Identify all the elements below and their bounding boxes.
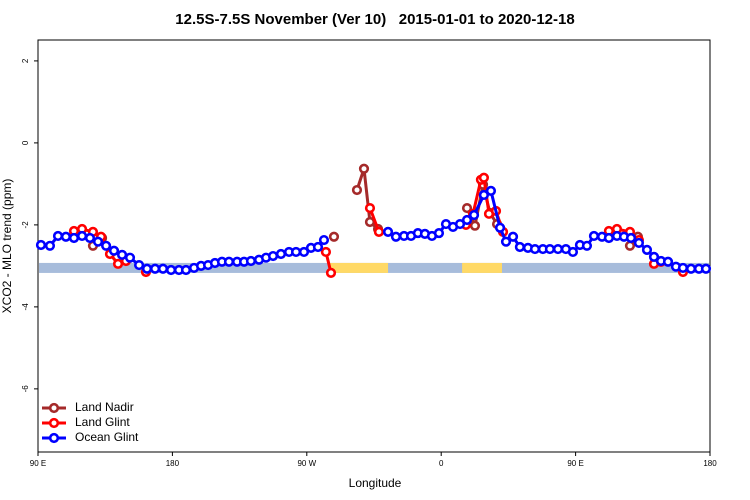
data-point (494, 222, 506, 233)
data-point (100, 240, 112, 251)
x-tick-label: 90 E (567, 459, 583, 468)
data-point (320, 246, 332, 258)
data-point (180, 264, 192, 276)
data-point (461, 202, 473, 214)
data-point (552, 243, 564, 255)
y-tick-label: 0 (21, 140, 30, 145)
data-point (245, 255, 257, 267)
y-tick-label: -6 (21, 385, 30, 393)
data-point (275, 248, 287, 260)
data-point (382, 226, 394, 237)
data-point (500, 236, 512, 247)
data-point (84, 232, 96, 244)
data-point (507, 231, 519, 242)
data-point (312, 241, 324, 253)
data-point (364, 202, 376, 214)
data-point (433, 227, 445, 239)
data-point (318, 234, 330, 246)
data-point (625, 232, 637, 244)
y-tick-label: 2 (21, 58, 30, 63)
plot-frame (37, 39, 711, 453)
data-point (454, 218, 466, 230)
data-point (116, 249, 128, 260)
data-point (44, 240, 56, 251)
legend-label: Ocean Glint (75, 430, 139, 444)
legend-marker (48, 402, 60, 414)
data-point (223, 256, 235, 267)
data-point (364, 216, 376, 228)
data-point (514, 241, 525, 253)
data-point (648, 251, 660, 262)
data-point (633, 237, 645, 249)
data-point (157, 263, 169, 274)
data-point (351, 184, 363, 196)
y-axis-label: XCO2 - MLO trend (ppm) (0, 179, 14, 314)
data-point (641, 244, 653, 255)
data-point (328, 231, 340, 242)
data-point (588, 230, 600, 242)
data-point (112, 258, 124, 269)
y-tick-label: -2 (21, 221, 30, 229)
data-point (35, 239, 47, 251)
data-point (461, 214, 473, 226)
data-point (624, 240, 636, 251)
data-point (133, 259, 145, 271)
data-point (373, 226, 385, 237)
data-point (478, 172, 490, 183)
data-point (603, 232, 615, 244)
data-point (677, 262, 689, 274)
data-point (325, 267, 337, 278)
data-point (149, 263, 161, 274)
chart-title: 12.5S-7.5S November (Ver 10) 2015-01-01 … (175, 11, 574, 28)
x-tick-label: 180 (166, 459, 180, 468)
legend-marker (48, 432, 60, 444)
data-point (76, 230, 88, 242)
data-point (165, 264, 177, 276)
data-point (544, 243, 556, 255)
data-point (468, 209, 480, 221)
data-point (358, 163, 370, 174)
x-axis-label: Longitude (349, 476, 402, 490)
data-point (581, 240, 593, 251)
x-tick-label: 0 (439, 459, 444, 468)
land-strip (329, 262, 389, 273)
data-point (469, 220, 481, 231)
data-point (68, 232, 80, 244)
legend-label: Land Nadir (75, 400, 134, 414)
data-point (390, 231, 402, 242)
data-point (141, 263, 153, 274)
data-point (108, 245, 120, 256)
data-point (290, 246, 302, 258)
data-point (700, 263, 712, 274)
data-point (92, 236, 104, 247)
x-tick-label: 90 W (297, 459, 316, 468)
data-point (662, 256, 674, 267)
data-point (567, 246, 579, 258)
x-tick-label: 180 (703, 459, 717, 468)
data-point (485, 185, 497, 196)
legend-label: Land Glint (75, 415, 130, 429)
data-point (478, 189, 490, 201)
land-strip (462, 262, 502, 273)
data-point (124, 252, 136, 263)
data-point (298, 246, 310, 258)
legend-marker (48, 417, 60, 429)
data-point (529, 243, 541, 255)
x-tick-label: 90 E (30, 459, 46, 468)
data-point (60, 231, 72, 242)
y-tick-label: -4 (21, 303, 30, 311)
data-point (685, 263, 697, 274)
data-point (267, 250, 279, 262)
data-point (52, 230, 64, 242)
